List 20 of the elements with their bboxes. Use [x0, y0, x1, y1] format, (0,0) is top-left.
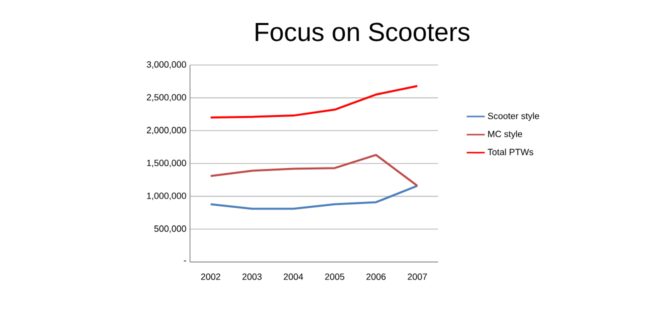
legend-label: Scooter style: [488, 112, 540, 121]
legend-label: MC style: [488, 130, 522, 139]
x-tick-label: 2004: [284, 274, 304, 280]
line-series: [210, 85, 418, 119]
y-tick-label: 3,000,000: [146, 61, 186, 69]
legend-label: Total PTWs: [488, 148, 534, 156]
y-tick-label: 2,000,000: [146, 126, 186, 134]
y-tick-label: -: [184, 260, 186, 262]
x-tick-label: 2003: [242, 274, 262, 280]
y-tick-label: 500,000: [154, 225, 186, 233]
y-tick-label: 1,000,000: [147, 192, 186, 200]
x-tick-label: 2006: [366, 274, 386, 280]
line-series: [210, 154, 418, 187]
x-tick-label: 2007: [408, 274, 427, 280]
line-series: [210, 184, 418, 210]
y-tick-label: 1,500,000: [147, 160, 186, 168]
x-tick-label: 2005: [325, 274, 344, 280]
y-tick-label: 2,500,000: [146, 94, 186, 102]
chart-title: Focus on Scooters: [256, 22, 470, 42]
x-tick-label: 2002: [201, 274, 220, 280]
